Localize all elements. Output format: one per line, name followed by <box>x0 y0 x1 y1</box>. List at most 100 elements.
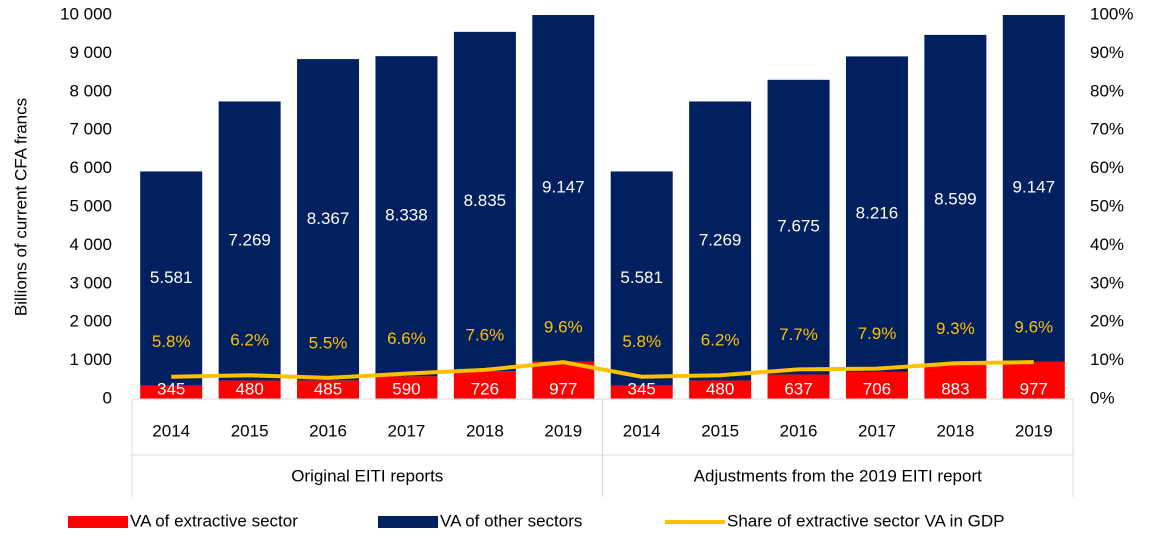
bar-segment <box>375 56 438 377</box>
bar-segment <box>845 56 908 372</box>
y2-tick-label: 90% <box>1090 43 1124 62</box>
line-value-label: 7.6% <box>466 325 505 344</box>
y2-tick-label: 50% <box>1090 196 1124 215</box>
bar-value-label: 8.599 <box>934 189 977 208</box>
bar-value-label: 8.216 <box>856 204 899 223</box>
x-tick-label: 2018 <box>466 421 504 440</box>
line-value-label: 5.5% <box>309 333 348 352</box>
bar-value-label: 883 <box>941 379 969 398</box>
bar-segment <box>375 376 438 399</box>
line-value-label: 6.2% <box>701 331 740 350</box>
x-tick-label: 2017 <box>388 421 426 440</box>
bar-value-label: 706 <box>863 379 891 398</box>
line-value-label: 7.9% <box>858 324 897 343</box>
y-tick-label: 9 000 <box>69 43 112 62</box>
line-series <box>171 360 1034 380</box>
bar-value-label: 480 <box>235 379 263 398</box>
bar-segment <box>297 59 360 381</box>
bar-value-label: 485 <box>314 379 342 398</box>
bar-segment <box>924 34 987 366</box>
y-tick-label: 4 000 <box>69 235 112 254</box>
bar-segment <box>689 380 752 399</box>
bar-value-label: 7.269 <box>699 230 742 249</box>
x-tick-label: 2016 <box>309 421 347 440</box>
bar-segment <box>610 385 673 399</box>
x-tick-label: 2016 <box>780 421 818 440</box>
bar-segment <box>689 101 752 381</box>
line-value-label: 5.8% <box>152 332 191 351</box>
legend-label: VA of other sectors <box>440 511 582 530</box>
bar-segment <box>297 380 360 399</box>
bar-value-label: 480 <box>706 379 734 398</box>
bar-segment <box>218 101 281 381</box>
legend-swatch <box>378 516 438 528</box>
bar-segment <box>140 171 203 386</box>
bar-value-label: 9.147 <box>1013 178 1056 197</box>
x-tick-label: 2015 <box>231 421 269 440</box>
line-value-label: 7.7% <box>779 325 818 344</box>
y2-tick-label: 0% <box>1090 388 1115 407</box>
bar-value-label: 345 <box>157 379 185 398</box>
bar-segment <box>140 385 203 399</box>
bar-segment <box>453 371 516 399</box>
bar-segment <box>218 380 281 399</box>
x-tick-label: 2018 <box>936 421 974 440</box>
y2-tick-label: 60% <box>1090 158 1124 177</box>
x-tick-label: 2019 <box>544 421 582 440</box>
bar-value-label: 726 <box>471 379 499 398</box>
y-tick-label: 0 <box>103 388 112 407</box>
y2-tick-label: 80% <box>1090 81 1124 100</box>
x-tick-label: 2015 <box>701 421 739 440</box>
bar-value-label: 8.835 <box>464 191 507 210</box>
y2-tick-label: 40% <box>1090 235 1124 254</box>
bar-value-label: 5.581 <box>150 268 193 287</box>
y-tick-label: 3 000 <box>69 273 112 292</box>
x-tick-label: 2014 <box>152 421 190 440</box>
x-tick-label: 2019 <box>1015 421 1053 440</box>
group-label: Original EITI reports <box>291 466 443 485</box>
y-tick-label: 6 000 <box>69 158 112 177</box>
line-value-label: 6.2% <box>230 331 269 350</box>
group-label: Adjustments from the 2019 EITI report <box>694 466 982 485</box>
y2-tick-label: 30% <box>1090 273 1124 292</box>
bar-value-label: 7.269 <box>228 230 271 249</box>
bar-value-label: 9.147 <box>542 178 585 197</box>
y-tick-label: 1 000 <box>69 350 112 369</box>
bar-segment <box>767 374 830 399</box>
y-tick-label: 8 000 <box>69 81 112 100</box>
legend-label: VA of extractive sector <box>130 511 298 530</box>
line-value-label: 6.6% <box>387 329 426 348</box>
bar-value-label: 8.338 <box>385 206 428 225</box>
bar-value-label: 977 <box>1020 379 1048 398</box>
legend-swatch <box>68 516 128 528</box>
bar-segment <box>610 171 673 386</box>
line-value-label: 9.6% <box>1014 318 1053 337</box>
x-tick-label: 2014 <box>623 421 661 440</box>
y2-tick-label: 10% <box>1090 350 1124 369</box>
y2-tick-label: 70% <box>1090 120 1124 139</box>
bar-segment <box>1002 361 1065 399</box>
bar-value-label: 5.581 <box>620 268 663 287</box>
legend-label: Share of extractive sector VA in GDP <box>727 511 1004 530</box>
plot-area <box>140 15 1065 399</box>
bar-value-label: 637 <box>784 379 812 398</box>
y2-tick-label: 20% <box>1090 312 1124 331</box>
y2-tick-label: 100% <box>1090 4 1133 23</box>
x-tick-label: 2017 <box>858 421 896 440</box>
line-value-label: 9.6% <box>544 318 583 337</box>
y-axis-title: Billions of current CFA francs <box>11 98 30 316</box>
bar-value-label: 590 <box>392 379 420 398</box>
bar-value-label: 977 <box>549 379 577 398</box>
y-tick-label: 7 000 <box>69 120 112 139</box>
bar-segment <box>924 365 987 399</box>
y-tick-label: 5 000 <box>69 196 112 215</box>
bar-segment <box>1002 15 1065 362</box>
bar-value-label: 7.675 <box>777 217 820 236</box>
bar-segment <box>845 371 908 399</box>
y-tick-label: 10 000 <box>60 4 112 23</box>
bar-segment <box>767 79 830 375</box>
bar-segment <box>453 31 516 372</box>
line-value-label: 9.3% <box>936 319 975 338</box>
bar-segment <box>532 15 595 362</box>
